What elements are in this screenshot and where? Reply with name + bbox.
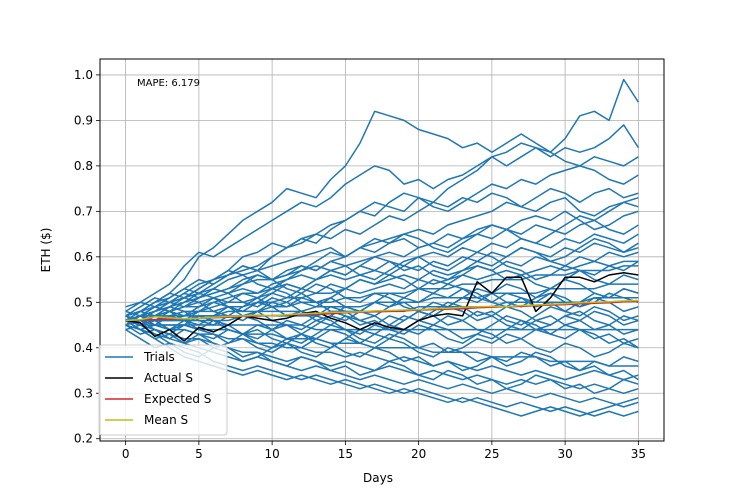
trial-line xyxy=(125,201,639,317)
x-axis-label: Days xyxy=(363,471,393,485)
y-tick-label: 0.7 xyxy=(74,204,93,218)
legend-label: Expected S xyxy=(144,392,211,406)
trial-line xyxy=(125,324,639,395)
trial-line xyxy=(125,124,640,308)
mape-annotation: MAPE: 6.179 xyxy=(137,78,200,89)
trial-line xyxy=(125,301,639,372)
trial-line xyxy=(125,251,639,313)
y-axis-label: ETH ($) xyxy=(39,228,53,273)
legend-label: Trials xyxy=(143,350,175,364)
trial-line xyxy=(125,260,639,322)
x-tick-label: 15 xyxy=(338,447,353,461)
y-tick-label: 0.3 xyxy=(74,386,93,400)
mean-line xyxy=(125,299,639,322)
trial-line xyxy=(125,324,639,358)
trial-line xyxy=(125,287,639,349)
trial-line xyxy=(125,219,639,322)
y-tick-label: 1.0 xyxy=(74,68,93,82)
trial-line xyxy=(125,292,639,335)
trial-line xyxy=(125,260,639,322)
trial-line xyxy=(125,283,639,322)
legend-label: Actual S xyxy=(144,371,193,385)
trial-line xyxy=(125,319,639,367)
x-tick-label: 30 xyxy=(557,447,572,461)
trial-line xyxy=(125,315,639,381)
y-tick-label: 0.2 xyxy=(74,432,93,446)
x-tick-label: 5 xyxy=(195,447,203,461)
legend-label: Mean S xyxy=(144,413,188,427)
plot-frame xyxy=(99,58,665,442)
y-tick-label: 0.4 xyxy=(74,341,93,355)
x-tick-label: 20 xyxy=(411,447,426,461)
trial-line xyxy=(125,251,639,322)
legend-box xyxy=(98,344,228,436)
plot-series xyxy=(125,78,640,417)
x-tick-label: 25 xyxy=(484,447,499,461)
y-tick-label: 0.9 xyxy=(74,113,93,127)
trial-line xyxy=(125,187,639,322)
y-tick-label: 0.5 xyxy=(74,295,93,309)
y-tick-label: 0.6 xyxy=(74,250,93,264)
axes: 0 5 10 15 20 25 30 35 0.2 0.3 0.4 0.5 0.6 0.7 0.8 0.9 1.… xyxy=(74,68,646,461)
x-tick-label: 10 xyxy=(264,447,279,461)
trial-line xyxy=(125,78,640,317)
actual-line xyxy=(125,271,639,342)
x-tick-label: 0 xyxy=(122,447,130,461)
y-tick-label: 0.8 xyxy=(74,159,93,173)
legend: Trials Actual S Expected S Mean S xyxy=(98,344,228,436)
x-tick-label: 35 xyxy=(631,447,646,461)
